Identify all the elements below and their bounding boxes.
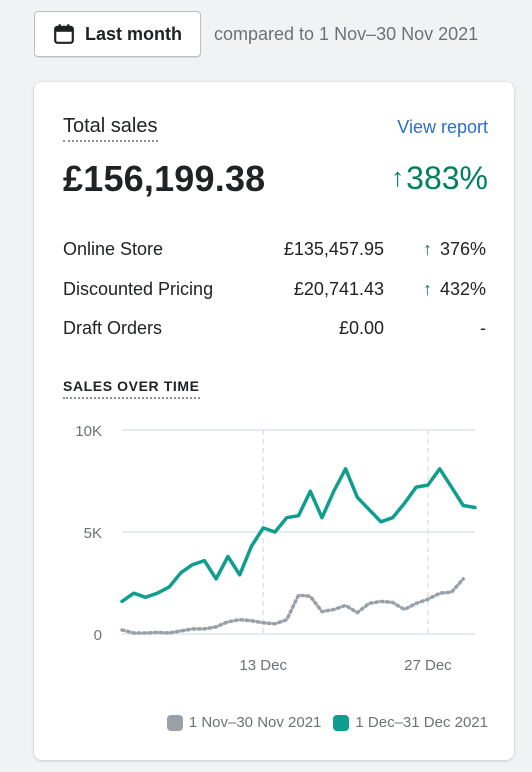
row-change-value: - — [480, 318, 486, 338]
sales-over-time-label[interactable]: SALES OVER TIME — [63, 378, 200, 399]
x-tick-label: 13 Dec — [239, 657, 287, 674]
row-change: - — [472, 318, 486, 339]
row-change-value: 376% — [439, 239, 486, 259]
y-tick-label: 10K — [75, 423, 102, 440]
arrow-up-icon: ↑ — [422, 239, 432, 259]
arrow-up-icon: ↑ — [391, 162, 405, 192]
row-change: ↑ 432% — [423, 279, 486, 300]
total-change: ↑ 383% — [391, 160, 488, 197]
card-title[interactable]: Total sales — [63, 115, 158, 142]
total-change-value: 383% — [406, 160, 488, 196]
breakdown-row-online-store: Online Store £135,457.95 ↑ 376% — [63, 239, 486, 263]
legend-item-previous[interactable]: 1 Nov–30 Nov 2021 — [166, 714, 322, 731]
row-value: £20,741.43 — [293, 279, 384, 299]
sales-over-time-chart: 0 5K 10K 13 Dec 27 Dec — [75, 423, 477, 674]
calendar-icon — [54, 24, 74, 44]
legend-label-previous: 1 Nov–30 Nov 2021 — [188, 714, 322, 731]
legend-label-current: 1 Dec–31 Dec 2021 — [355, 714, 488, 731]
series-line-current — [120, 467, 477, 604]
chart-legend: 1 Nov–30 Nov 2021 1 Dec–31 Dec 2021 — [155, 714, 488, 731]
legend-swatch-previous — [166, 714, 183, 731]
legend-swatch-current — [333, 714, 350, 731]
view-report-link[interactable]: View report — [397, 117, 488, 137]
row-value: £135,457.95 — [283, 239, 384, 259]
row-value: £0.00 — [338, 318, 384, 338]
total-sales-value: £156,199.38 — [63, 158, 266, 199]
row-name: Draft Orders — [63, 318, 163, 338]
breakdown-row-draft-orders: Draft Orders £0.00 - — [63, 318, 486, 342]
y-tick-label: 0 — [94, 627, 102, 644]
breakdown-row-discounted-pricing: Discounted Pricing £20,741.43 ↑ 432% — [63, 279, 486, 303]
row-change-value: 432% — [439, 279, 486, 299]
series-line-previous — [120, 577, 465, 635]
row-name: Discounted Pricing — [63, 279, 214, 299]
comparison-text: compared to 1 Nov–30 Nov 2021 — [214, 24, 479, 44]
date-range-label: Last month — [85, 23, 182, 44]
legend-item-current[interactable]: 1 Dec–31 Dec 2021 — [333, 714, 488, 731]
arrow-up-icon: ↑ — [422, 279, 432, 299]
y-tick-label: 5K — [84, 525, 102, 542]
row-change: ↑ 376% — [423, 239, 486, 260]
total-sales-card: Total sales View report £156,199.38 ↑ 38… — [34, 82, 514, 760]
row-name: Online Store — [63, 239, 164, 259]
date-range-button[interactable]: Last month — [34, 11, 201, 57]
x-tick-label: 27 Dec — [404, 657, 452, 674]
